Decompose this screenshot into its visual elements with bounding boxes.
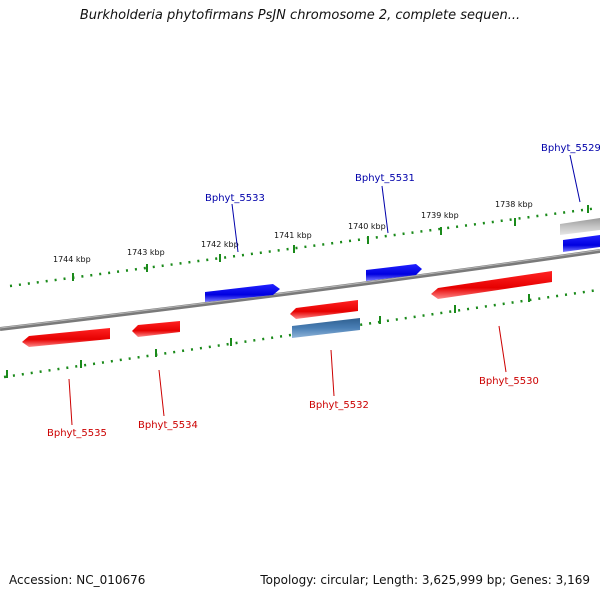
gene-label-bphyt-5534[interactable]: Bphyt_5534: [138, 420, 198, 431]
leader-line: [498, 325, 507, 373]
scale-track-lower: [3, 288, 599, 379]
leader-line: [231, 203, 239, 253]
gene-bphyt-5529[interactable]: [563, 235, 600, 252]
scale-track-upper: [9, 206, 599, 288]
leader-line: [158, 369, 165, 417]
scale-tick-label: 1743 kbp: [127, 248, 165, 257]
scale-tick-label: 1741 kbp: [274, 231, 312, 240]
scale-tick-label: 1744 kbp: [53, 255, 91, 264]
major-ticks-upper: [72, 205, 589, 281]
leader-lines-forward: [231, 154, 581, 253]
gene-bphyt-5530[interactable]: [431, 271, 552, 299]
chromosome-backbone-highlight: [0, 249, 600, 329]
gene-label-bphyt-5530[interactable]: Bphyt_5530: [479, 376, 539, 387]
leader-line: [330, 349, 335, 397]
leader-line: [569, 154, 581, 203]
gene-bphyt-5531[interactable]: [366, 264, 422, 281]
gene-bphyt-5532[interactable]: [290, 300, 358, 319]
gene-bphyt-5533[interactable]: [205, 284, 280, 302]
gene-unlabeled-grey[interactable]: [560, 218, 600, 235]
scale-tick-label: 1742 kbp: [201, 240, 239, 249]
page-title: Burkholderia phytofirmans PsJN chromosom…: [79, 8, 521, 23]
gene-label-bphyt-5535[interactable]: Bphyt_5535: [47, 428, 107, 439]
gene-label-bphyt-5532[interactable]: Bphyt_5532: [309, 400, 369, 411]
gene-label-bphyt-5529[interactable]: Bphyt_5529: [541, 143, 600, 154]
scale-tick-label: 1739 kbp: [421, 211, 459, 220]
gene-label-bphyt-5533[interactable]: Bphyt_5533: [205, 193, 265, 204]
leader-lines-reverse: [68, 325, 507, 426]
scale-tick-label: 1738 kbp: [495, 200, 533, 209]
scale-tick-label: 1740 kbp: [348, 222, 386, 231]
accession-label: Accession: NC_010676: [9, 573, 146, 587]
gene-label-bphyt-5531[interactable]: Bphyt_5531: [355, 173, 415, 184]
gene-bphyt-5535[interactable]: [22, 328, 110, 347]
gene-bphyt-5534[interactable]: [132, 321, 180, 337]
chromosome-backbone: [0, 249, 600, 331]
leader-line: [68, 378, 73, 426]
gene-unlabeled-selected[interactable]: [292, 318, 360, 338]
sequence-summary: Topology: circular; Length: 3,625,999 bp…: [260, 573, 590, 587]
leader-line: [381, 185, 389, 234]
